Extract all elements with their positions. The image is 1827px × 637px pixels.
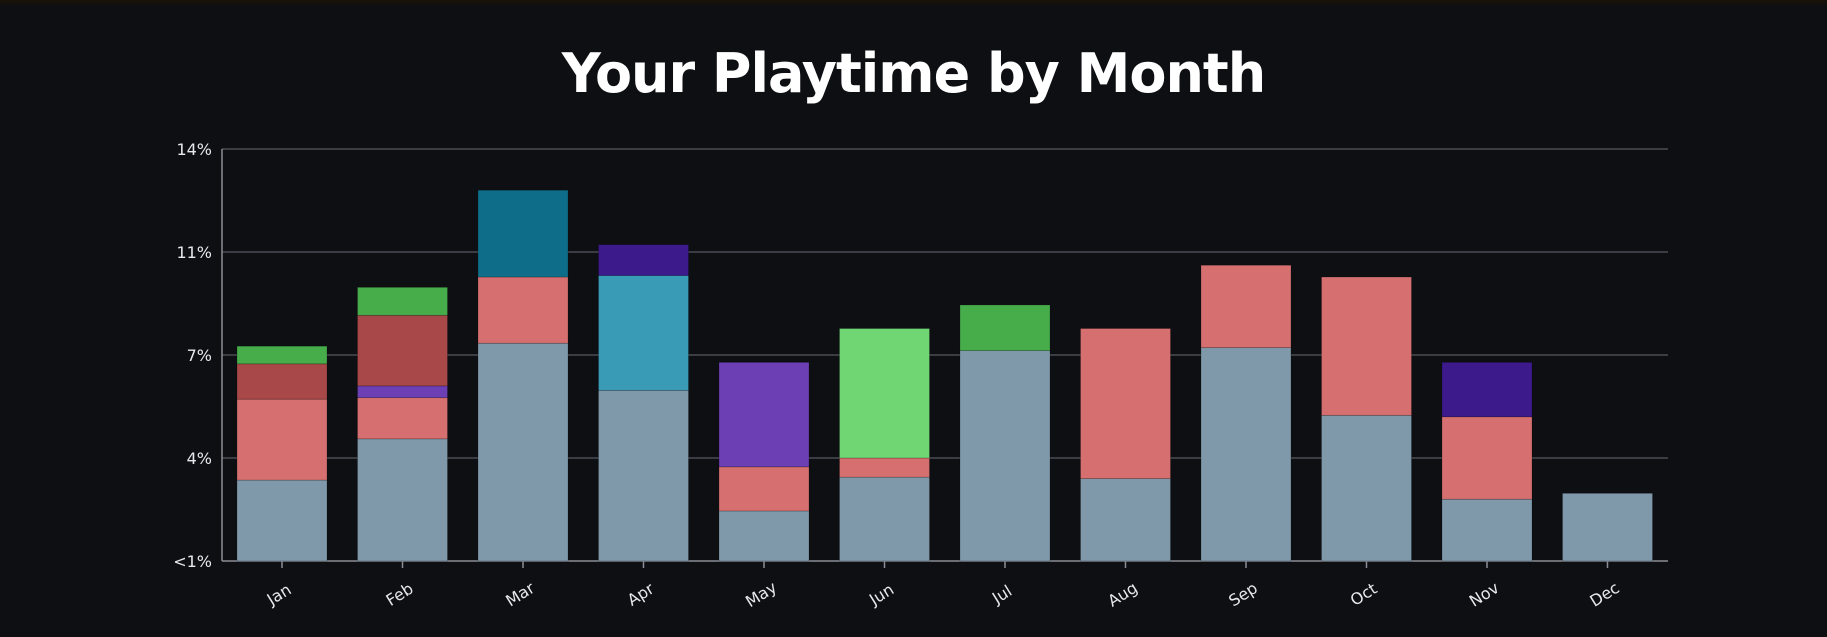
bar-segment — [1321, 414, 1412, 562]
bar-segment — [477, 276, 569, 344]
top-accent-strip — [0, 0, 1827, 6]
bar-segment — [598, 389, 689, 562]
bar-segment — [959, 350, 1051, 562]
bar-stack-oct — [1321, 276, 1412, 562]
bar-segment — [1562, 492, 1653, 562]
bar-stack-apr — [598, 244, 689, 562]
bar-stack-jul — [959, 304, 1051, 562]
bar-stack-dec — [1562, 492, 1653, 562]
x-tick-label: Sep — [1225, 578, 1261, 610]
x-tick-label: Jun — [865, 580, 897, 610]
bar-stack-sep — [1200, 264, 1292, 562]
bar-stack-aug — [1080, 328, 1171, 562]
bar-segment — [1441, 416, 1533, 500]
bar-segment — [357, 397, 448, 440]
bar-segment — [839, 328, 930, 459]
axes — [221, 149, 1668, 568]
bar-segment — [1200, 347, 1292, 562]
grid-lines — [222, 148, 1668, 459]
bar-segment — [1441, 498, 1533, 562]
x-tick-label: Nov — [1466, 578, 1503, 611]
bar-segment — [598, 275, 689, 391]
bar-segment — [1321, 276, 1412, 416]
y-tick-label: 11% — [176, 243, 212, 262]
bar-segment — [839, 476, 930, 562]
x-tick-label: Aug — [1104, 578, 1141, 611]
x-tick-label: Feb — [383, 579, 417, 610]
bar-segment — [477, 342, 569, 562]
bar-segment — [236, 398, 328, 481]
y-tick-label: <1% — [173, 552, 212, 571]
x-tick-label: Jul — [988, 581, 1015, 608]
x-tick-label: Dec — [1586, 578, 1622, 611]
bar-segment — [718, 466, 810, 512]
chart-title: Your Playtime by Month — [561, 42, 1266, 105]
x-tick-label: Apr — [624, 579, 658, 610]
bar-segment — [236, 363, 328, 400]
x-tick-label: Mar — [502, 578, 538, 610]
bar-segment — [1200, 264, 1292, 349]
bar-segment — [1080, 478, 1171, 562]
bar-segment — [1441, 361, 1533, 418]
bar-segment — [1080, 328, 1171, 479]
bar-segment — [477, 189, 569, 278]
x-tick-label: May — [742, 578, 780, 612]
y-tick-label: 14% — [176, 140, 212, 159]
y-tick-label: 7% — [187, 346, 212, 365]
bar-stack-jan — [236, 345, 328, 562]
x-tick-label: Oct — [1347, 579, 1381, 610]
bar-stack-nov — [1441, 361, 1533, 562]
bars — [236, 189, 1653, 562]
bar-segment — [357, 314, 448, 387]
bar-segment — [839, 457, 930, 478]
bar-stack-may — [718, 361, 810, 562]
x-tick-labels: Jan Feb Mar Apr May Jun Jul Aug Sep Oct Nov Dec — [263, 578, 1623, 612]
bar-segment — [357, 286, 448, 316]
y-tick-label: 4% — [187, 449, 212, 468]
bar-segment — [357, 385, 448, 399]
x-tick-label: Jan — [263, 580, 295, 610]
bar-stack-feb — [357, 286, 448, 562]
bar-stack-mar — [477, 189, 569, 562]
bar-segment — [357, 438, 448, 562]
bar-segment — [236, 345, 328, 365]
bar-stack-jun — [839, 328, 930, 562]
bar-segment — [718, 510, 810, 562]
bar-segment — [959, 304, 1051, 351]
bar-segment — [718, 361, 810, 468]
bar-segment — [598, 244, 689, 276]
bar-segment — [236, 479, 328, 562]
y-tick-labels: <1% 4% 7% 11% 14% — [173, 140, 212, 571]
